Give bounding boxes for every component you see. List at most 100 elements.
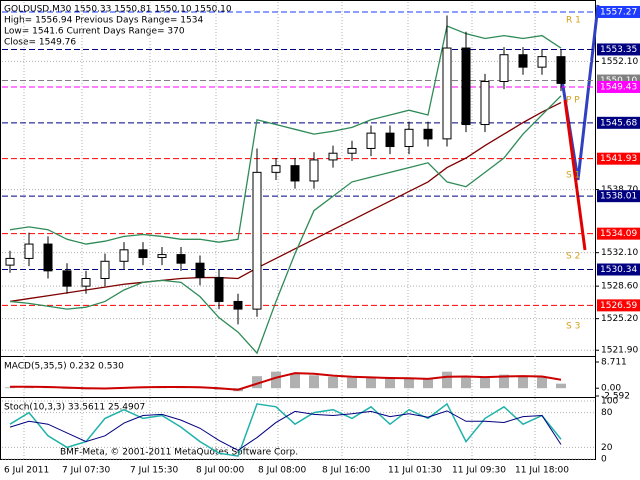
level-box	[597, 116, 640, 129]
info-line: Close= 1549.76	[4, 38, 76, 48]
x-tick-label: 8 Jul 00:00	[196, 466, 245, 476]
y-tick-label: 100	[601, 397, 618, 407]
level-box	[597, 80, 640, 93]
candle-body	[461, 47, 471, 126]
candle-body	[138, 249, 148, 258]
annotation: P P	[566, 96, 580, 106]
stoch-main	[9, 402, 562, 457]
x-tick-label: 11 Jul 09:30	[452, 466, 506, 476]
candle-body	[43, 243, 53, 272]
x-tick-label: 7 Jul 15:30	[130, 466, 179, 476]
chart-title: GOLDUSD,M30 1550.33 1550.81 1550.10 1550…	[4, 5, 232, 15]
candle-body	[252, 171, 262, 310]
macd-bar	[328, 376, 338, 389]
macd-bar	[423, 379, 433, 389]
indicator-line	[9, 95, 562, 355]
candle-body	[518, 54, 528, 68]
level-label: 1549.43	[600, 82, 637, 92]
y-tick-label: 0	[601, 455, 607, 465]
candle-body	[499, 54, 509, 83]
level-box	[597, 190, 640, 203]
macd-bar	[252, 376, 262, 389]
level-box	[597, 152, 640, 165]
annotation: R 1	[566, 16, 581, 26]
indicator-line	[9, 25, 562, 245]
stoch-signal	[9, 410, 562, 451]
macd-bar	[5, 387, 15, 389]
y-tick-label: 80	[601, 408, 613, 418]
macd-bar	[290, 373, 300, 389]
level-label: 1526.59	[600, 301, 637, 311]
candle-body	[195, 262, 205, 279]
level-label: 1557.27	[600, 7, 637, 17]
y-tick-label: 1528.60	[601, 282, 638, 292]
level-label: 1541.93	[600, 154, 637, 164]
level-label: 1538.01	[600, 192, 637, 202]
macd-bar	[480, 376, 490, 389]
level-box	[597, 227, 640, 240]
info-line: High= 1556.94 Previous Days Range= 1534	[4, 16, 203, 26]
candle-body	[5, 257, 15, 266]
candle-body	[309, 159, 319, 182]
macd-bar	[385, 378, 395, 389]
level-label: 1545.68	[600, 118, 637, 128]
candle-body	[100, 260, 110, 279]
macd-bar	[556, 383, 566, 389]
candle-body	[442, 47, 452, 140]
candle-body	[328, 152, 338, 161]
candle-body	[480, 81, 490, 126]
level-label: 1530.34	[600, 265, 637, 275]
macd-bar	[271, 371, 281, 389]
candle-body	[366, 132, 376, 149]
y-tick-label: 1552.10	[601, 57, 638, 67]
candle-body	[556, 56, 566, 84]
projection-arrow	[560, 4, 600, 181]
y-tick-label: 1525.20	[601, 314, 638, 324]
candle-body	[385, 132, 395, 148]
macd-title: MACD(5,35,5) 0.232 0.530	[4, 362, 124, 372]
candle-body	[157, 254, 167, 258]
y-tick-label: 8.711	[601, 358, 627, 368]
candle-body	[347, 147, 357, 154]
macd-signal	[10, 372, 562, 391]
y-tick-label: 1538.70	[601, 185, 638, 195]
annotation: S 2	[566, 252, 580, 262]
level-box	[597, 299, 640, 312]
annotation: S 3	[566, 322, 580, 332]
macd-bar	[347, 377, 357, 389]
candle-body	[233, 300, 243, 310]
candle-body	[537, 56, 547, 68]
macd-bar	[461, 377, 471, 389]
x-tick-label: 11 Jul 18:00	[515, 466, 569, 476]
x-tick-label: 11 Jul 01:30	[388, 466, 442, 476]
projection-arrow	[563, 99, 587, 251]
y-tick-label: 1532.10	[601, 248, 638, 258]
level-box	[597, 43, 640, 56]
level-box	[597, 263, 640, 276]
macd-bar	[366, 377, 376, 389]
candle-body	[176, 254, 186, 264]
macd-bar	[499, 374, 509, 389]
macd-bar	[442, 371, 452, 389]
x-tick-label: 7 Jul 07:30	[62, 466, 111, 476]
level-label: 1553.35	[600, 45, 637, 55]
stoch-title: Stoch(10,3,3) 33.5611 25.4907	[4, 403, 145, 413]
candle-body	[214, 277, 224, 302]
macd-bar	[309, 375, 319, 389]
candle-body	[81, 277, 91, 287]
candle-body	[423, 128, 433, 140]
candle-body	[62, 270, 72, 287]
candle-body	[290, 165, 300, 182]
y-tick-label: 1521.90	[601, 346, 638, 356]
y-tick-label: -2.592	[601, 392, 630, 402]
x-tick-label: 6 Jul 2011	[4, 466, 49, 476]
candle-body	[404, 128, 414, 148]
level-box	[597, 5, 640, 18]
x-tick-label: 8 Jul 16:00	[322, 466, 371, 476]
candle-body	[119, 249, 129, 262]
frame	[0, 0, 596, 460]
y-tick-label: 20	[601, 443, 613, 453]
macd-bar	[537, 376, 547, 389]
x-tick-label: 8 Jul 08:00	[258, 466, 307, 476]
